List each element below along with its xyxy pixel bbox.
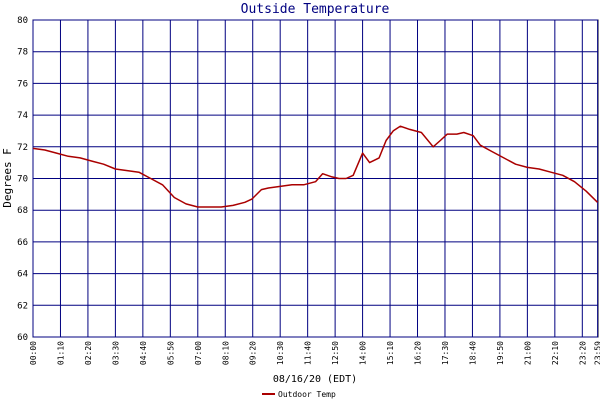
x-tick-label: 23:59 (594, 341, 600, 365)
y-tick-label: 60 (17, 333, 28, 343)
x-tick-label: 19:50 (496, 341, 505, 365)
x-tick-label: 15:10 (386, 341, 395, 365)
y-tick-label: 76 (17, 79, 28, 89)
legend-label: Outdoor Temp (278, 390, 336, 399)
y-tick-label: 70 (17, 175, 28, 185)
y-tick-label: 62 (17, 301, 28, 311)
x-tick-label: 09:20 (249, 341, 258, 365)
y-tick-label: 72 (17, 143, 28, 153)
x-tick-label: 03:30 (111, 341, 120, 365)
x-tick-label: 05:50 (166, 341, 175, 365)
x-tick-label: 01:10 (56, 341, 65, 365)
x-tick-label: 23:20 (578, 341, 587, 365)
x-tick-label: 08:10 (221, 341, 230, 365)
y-axis-label: Degrees F (1, 148, 14, 208)
x-tick-label: 12:50 (331, 341, 340, 365)
x-tick-label: 07:00 (194, 341, 203, 365)
y-tick-label: 64 (17, 270, 28, 280)
x-tick-label: 02:20 (84, 341, 93, 365)
y-tick-label: 78 (17, 48, 28, 58)
series-line-outdoor-temp (32, 125, 599, 208)
y-gridlines (33, 19, 598, 338)
x-tick-label: 14:00 (359, 341, 368, 365)
y-tick-label: 74 (17, 111, 28, 121)
y-tick-labels: 60 62 64 66 68 70 72 74 76 78 80 (17, 16, 28, 343)
x-tick-label: 00:00 (29, 341, 38, 365)
x-tick-label: 04:40 (139, 341, 148, 365)
x-axis-label: 08/16/20 (EDT) (273, 374, 357, 385)
x-tick-label: 11:40 (304, 341, 313, 365)
legend: Outdoor Temp (262, 390, 336, 399)
chart-title: Outside Temperature (241, 2, 390, 17)
x-tick-labels: 00:00 01:10 02:20 03:30 04:40 05:50 07:00 08:10… (29, 341, 600, 365)
x-tick-label: 17:30 (441, 341, 450, 365)
x-tick-label: 21:00 (523, 341, 532, 365)
series-lines (32, 125, 599, 208)
x-tick-label: 16:20 (414, 341, 423, 365)
x-tick-label: 22:10 (551, 341, 560, 365)
y-tick-label: 66 (17, 238, 28, 248)
x-gridlines (32, 20, 599, 337)
y-tick-label: 68 (17, 206, 28, 216)
x-tick-label: 10:30 (276, 341, 285, 365)
y-tick-label: 80 (17, 16, 28, 26)
x-tick-label: 18:40 (468, 341, 477, 365)
